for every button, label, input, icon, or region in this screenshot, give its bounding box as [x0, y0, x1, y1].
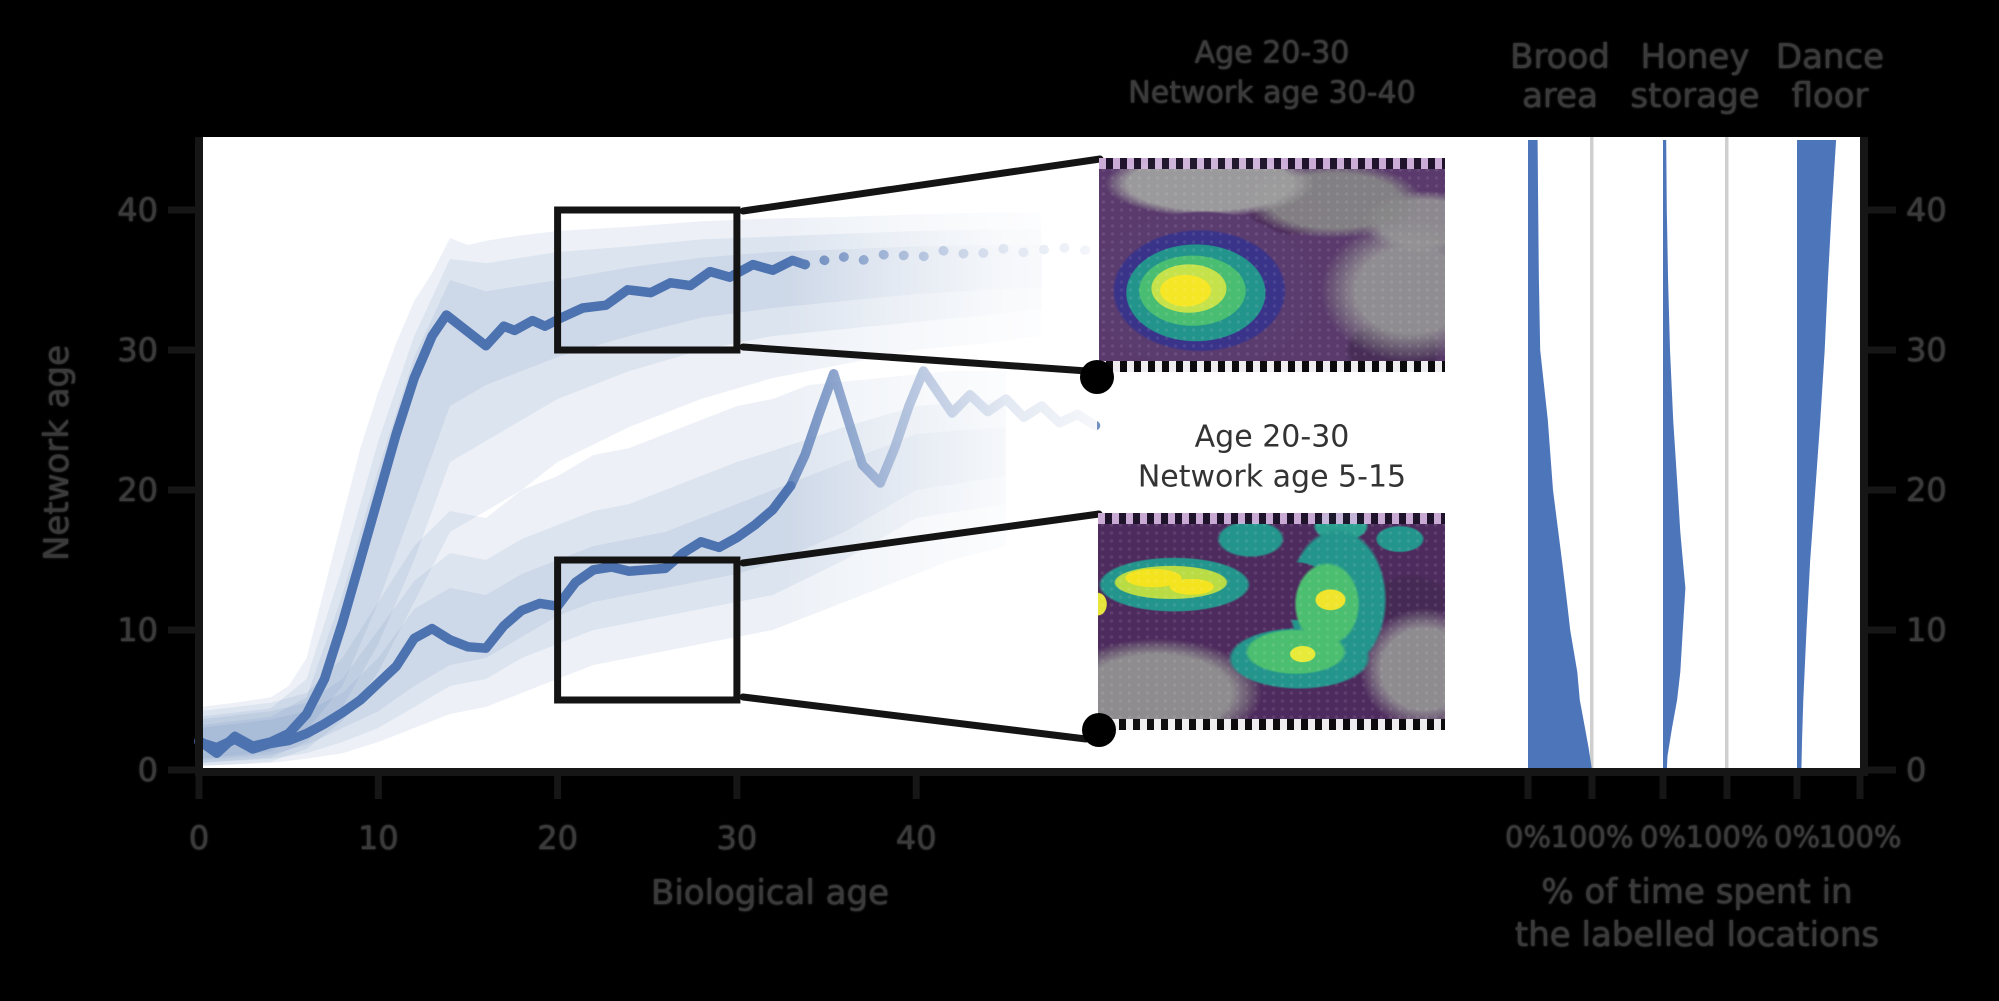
- panel-header-honey-line1: Honey: [1640, 37, 1750, 77]
- right-axis-spine: [1860, 137, 1868, 776]
- y-tick-mark-right: [1868, 486, 1896, 494]
- panel-header-brood-line2: area: [1522, 76, 1598, 116]
- y-tick-label-right-0: 0: [1906, 751, 1927, 789]
- pct-axis-label-line2: the labelled locations: [1514, 915, 1880, 955]
- confidence-band-high-2: [199, 245, 1042, 759]
- comb-frame-bottom-strip: [1099, 361, 1445, 372]
- y-tick-label-right-20: 20: [1906, 471, 1947, 509]
- x-tick-label-20: 20: [537, 819, 578, 857]
- panel-header-dance-line1: Dance: [1775, 37, 1885, 77]
- panel-header-dance-line2: floor: [1791, 76, 1869, 116]
- comb-heatmap-inset-network-age-5-15: [1098, 513, 1445, 730]
- trajectory-line-high-network-age-cohort-mean: [194, 255, 810, 758]
- y-tick-mark-left: [168, 486, 195, 494]
- confidence-band-high-1: [199, 229, 1042, 764]
- pct-tick-mark: [1723, 776, 1731, 799]
- y-tick-mark-left: [168, 346, 195, 354]
- callout-anchor-dot-upper: [1080, 360, 1114, 394]
- x-tick-label-10: 10: [357, 819, 399, 857]
- callout-connector-line-3: [739, 510, 1103, 567]
- x-tick-mark: [195, 776, 203, 799]
- pct-tick-label-0-0: 0%: [1504, 820, 1552, 854]
- inset-2-title-line2: Network age 5-15: [1137, 459, 1407, 495]
- fade-overlay: [785, 137, 1097, 770]
- left-axis-spine: [195, 137, 203, 776]
- pct-tick-label-0-1: 100%: [1550, 820, 1634, 854]
- y-tick-label-left-40: 40: [117, 191, 158, 229]
- ridgeline-brood-area: [1528, 140, 1592, 770]
- y-tick-label-left-20: 20: [117, 471, 158, 509]
- y-tick-label-right-40: 40: [1906, 191, 1947, 229]
- x-tick-mark: [733, 776, 741, 799]
- ridgeline-honey-storage: [1663, 140, 1686, 770]
- x-tick-label-40: 40: [895, 819, 937, 857]
- panel-gridline-100pct: [1590, 137, 1594, 768]
- y-tick-label-right-10: 10: [1906, 611, 1947, 649]
- trajectory-line-low-network-age-cohort-mean: [194, 481, 796, 754]
- ridgeline-dance-floor: [1797, 140, 1837, 770]
- zoom-box-1: [554, 206, 741, 354]
- pct-tick-label-1-0: 0%: [1639, 820, 1687, 854]
- panel-header-honey-line2: storage: [1630, 76, 1760, 116]
- inset-2-title-line1: Age 20-30: [1194, 419, 1350, 455]
- x-tick-label-30: 30: [716, 819, 758, 857]
- y-tick-label-left-30: 30: [117, 331, 158, 369]
- y-tick-mark-right: [1868, 206, 1896, 214]
- pct-tick-label-2-0: 0%: [1773, 820, 1821, 854]
- x-tick-mark: [912, 776, 920, 799]
- callout-connector-line-4: [739, 693, 1090, 743]
- x-axis-label: Biological age: [651, 873, 889, 913]
- inset-1-title-line1: Age 20-30: [1194, 35, 1350, 71]
- comb-frame-top-strip: [1099, 158, 1445, 169]
- pct-axis-label-line1: % of time spent in: [1541, 872, 1853, 912]
- y-tick-mark-left: [168, 766, 195, 774]
- y-tick-mark-right: [1868, 346, 1896, 354]
- pct-tick-mark: [1793, 776, 1801, 799]
- y-tick-mark-left: [168, 206, 195, 214]
- zoom-box-2: [554, 556, 741, 704]
- y-axis-label: Network age: [37, 344, 77, 562]
- y-tick-label-right-30: 30: [1906, 331, 1947, 369]
- x-tick-label-0: 0: [188, 819, 210, 857]
- pct-tick-mark: [1588, 776, 1596, 799]
- y-tick-label-left-0: 0: [137, 751, 158, 789]
- callout-connector-line-2: [739, 343, 1091, 375]
- y-tick-label-left-10: 10: [117, 611, 158, 649]
- comb-heatmap-inset-network-age-30-40: [1099, 158, 1445, 372]
- comb-frame-bottom-strip: [1098, 719, 1445, 730]
- callout-connector-line-1: [739, 155, 1104, 215]
- inset-1-title-line2: Network age 30-40: [1128, 75, 1416, 111]
- pct-tick-label-1-1: 100%: [1685, 820, 1769, 854]
- pct-tick-mark: [1659, 776, 1667, 799]
- y-tick-mark-left: [168, 626, 195, 634]
- callout-anchor-dot-lower: [1082, 713, 1116, 747]
- comb-frame-top-strip: [1098, 513, 1445, 524]
- pct-tick-label-2-1: 100%: [1818, 820, 1902, 854]
- x-tick-mark: [374, 776, 382, 799]
- bottom-axis-spine: [195, 768, 1868, 776]
- panel-header-brood-line1: Brood: [1510, 37, 1610, 77]
- y-tick-mark-right: [1868, 626, 1896, 634]
- x-tick-mark: [554, 776, 562, 799]
- pct-tick-mark: [1856, 776, 1864, 799]
- panel-gridline-100pct: [1725, 137, 1729, 768]
- y-tick-mark-right: [1868, 766, 1896, 774]
- pct-tick-mark: [1524, 776, 1532, 799]
